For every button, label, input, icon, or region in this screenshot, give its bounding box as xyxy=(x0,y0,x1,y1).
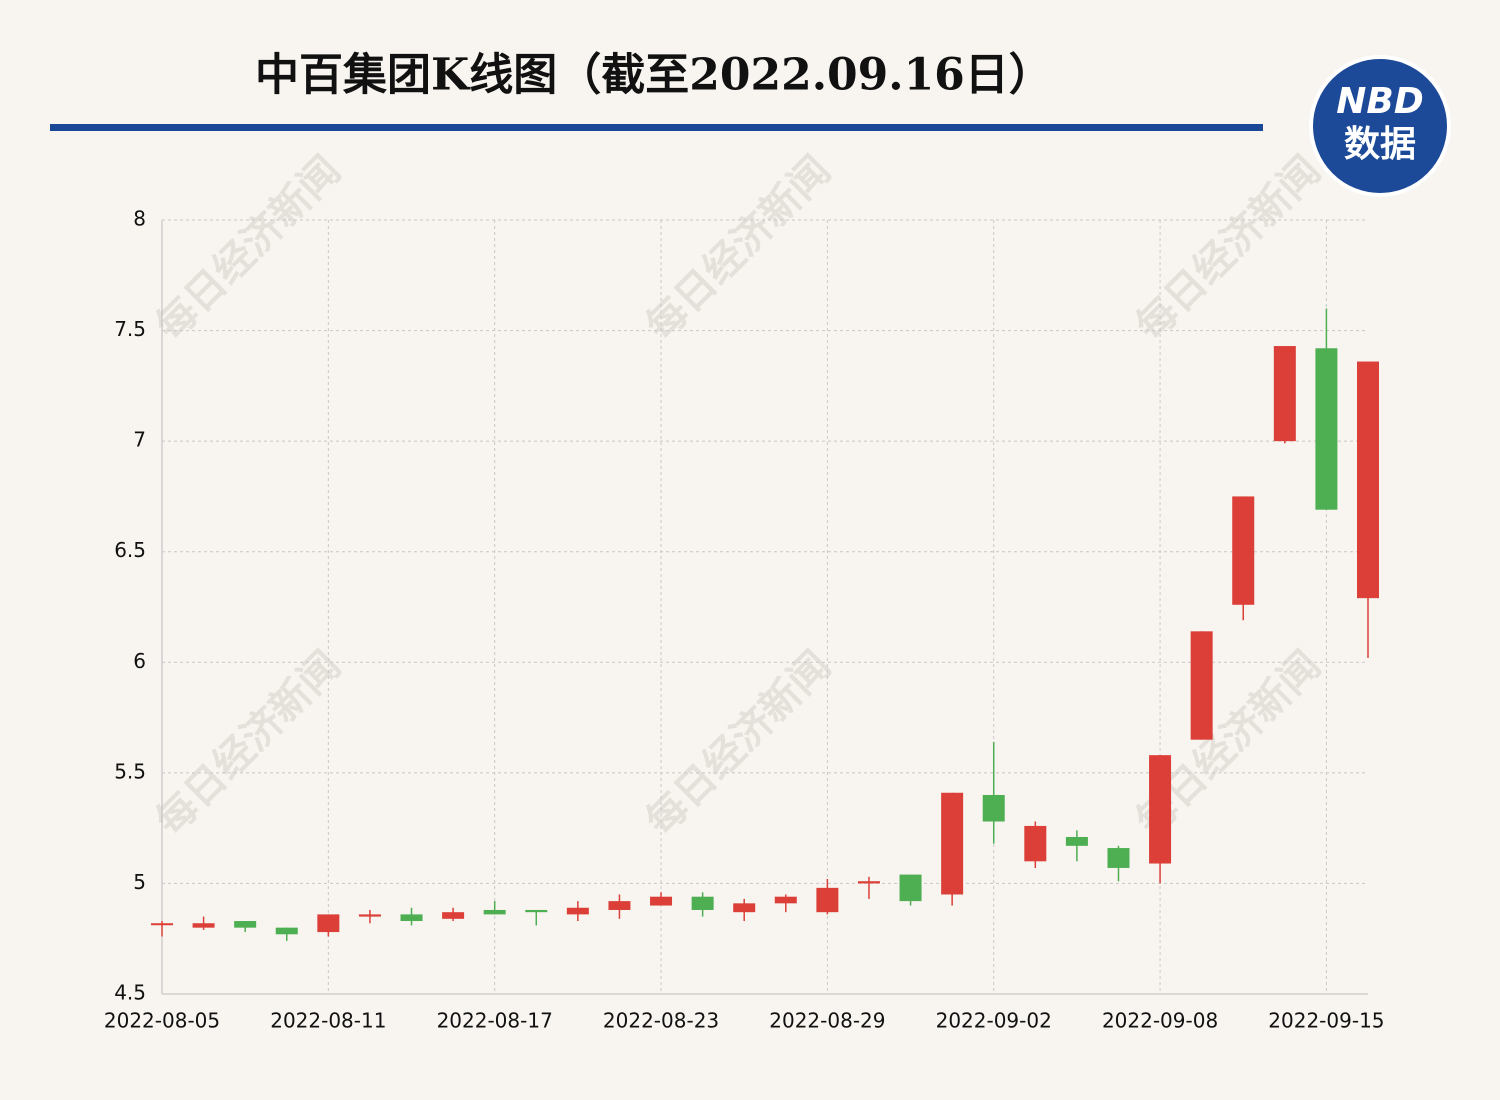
candle-body xyxy=(608,901,631,910)
x-tick-label: 2022-08-05 xyxy=(104,1009,220,1033)
candle-body xyxy=(1315,348,1338,510)
x-tick-label: 2022-09-08 xyxy=(1102,1009,1218,1033)
candle-body xyxy=(1065,836,1088,846)
candle-body xyxy=(1024,825,1047,862)
candle-body xyxy=(317,914,340,933)
x-tick-label: 2022-08-11 xyxy=(270,1009,386,1033)
candle-body xyxy=(1273,346,1296,442)
candle-body xyxy=(192,923,215,928)
logo xyxy=(1309,55,1451,197)
candle-body xyxy=(1357,361,1379,599)
candle-body xyxy=(525,909,548,913)
candle-body xyxy=(691,896,714,910)
candle-body xyxy=(234,921,257,928)
candle-body xyxy=(899,874,922,902)
y-tick-label: 4.5 xyxy=(114,981,146,1005)
candle-body xyxy=(566,907,589,915)
title-rule xyxy=(50,124,1263,131)
candle-body xyxy=(941,792,964,895)
x-tick-label: 2022-08-17 xyxy=(437,1009,553,1033)
candle-body xyxy=(358,914,381,917)
candle-body xyxy=(442,912,465,919)
candle-body xyxy=(400,914,423,922)
candle-body xyxy=(151,923,173,926)
y-tick-label: 6.5 xyxy=(114,538,146,562)
y-tick-label: 7 xyxy=(133,428,146,452)
y-tick-label: 7.5 xyxy=(114,317,146,341)
candle-body xyxy=(733,903,756,913)
logo-top: NBD xyxy=(1336,81,1423,122)
candle-body xyxy=(774,896,797,904)
candle-body xyxy=(1190,631,1213,740)
y-tick-label: 5 xyxy=(133,870,146,894)
x-tick-label: 2022-09-02 xyxy=(936,1009,1052,1033)
candle-body xyxy=(483,909,506,915)
candle-body xyxy=(816,887,839,913)
chart-title: 中百集团K线图（截至2022.09.16日） xyxy=(255,50,1053,101)
candle-body xyxy=(275,927,298,935)
candle-body xyxy=(857,881,880,884)
x-tick-label: 2022-08-29 xyxy=(769,1009,885,1033)
logo-bottom: 数据 xyxy=(1344,124,1416,165)
candle-body xyxy=(982,794,1005,822)
y-tick-label: 5.5 xyxy=(114,759,146,783)
x-tick-label: 2022-09-15 xyxy=(1268,1009,1384,1033)
candle-body xyxy=(1149,755,1172,864)
candle-body xyxy=(1232,496,1255,605)
x-tick-label: 2022-08-23 xyxy=(603,1009,719,1033)
candle-body xyxy=(1107,848,1130,868)
y-tick-label: 6 xyxy=(133,649,146,673)
candle-body xyxy=(650,896,673,906)
y-tick-label: 8 xyxy=(133,207,146,231)
